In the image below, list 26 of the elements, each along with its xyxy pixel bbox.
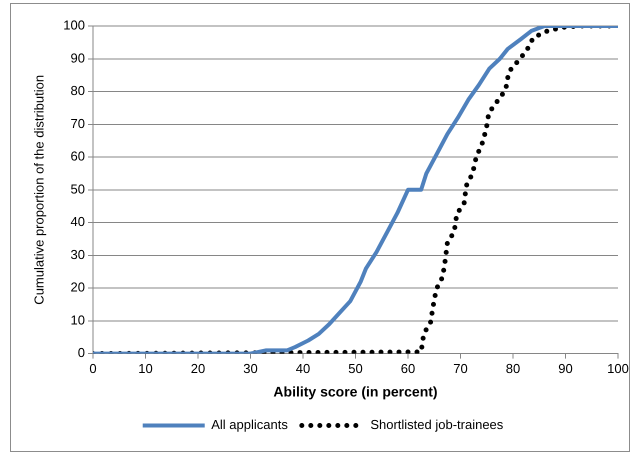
x-tick-label: 80 <box>506 360 520 376</box>
legend-label: Shortlisted job-trainees <box>370 417 504 432</box>
x-tick-label: 30 <box>243 360 258 376</box>
legend-label: All applicants <box>211 417 288 432</box>
x-tick-label: 90 <box>558 360 573 376</box>
x-axis-title: Ability score (in percent) <box>273 383 438 400</box>
x-tick-label: 50 <box>348 360 363 376</box>
x-tick-label: 40 <box>296 360 310 376</box>
x-tick-label: 100 <box>607 360 629 376</box>
x-tick-label: 20 <box>190 360 206 376</box>
y-tick-label: 80 <box>70 83 85 98</box>
x-tick-label: 60 <box>400 360 416 376</box>
y-tick-label: 60 <box>70 148 85 164</box>
y-axis-title: Cumulative proportion of the distribution <box>31 74 46 305</box>
y-tick-label: 40 <box>70 214 85 230</box>
y-tick-label: 10 <box>70 312 85 328</box>
y-tick-label: 30 <box>70 246 85 262</box>
y-tick-label: 20 <box>70 280 85 295</box>
y-tick-label: 100 <box>63 18 85 33</box>
y-tick-label: 0 <box>78 345 85 360</box>
y-tick-label: 50 <box>70 181 85 196</box>
y-tick-label: 90 <box>70 50 85 66</box>
x-tick-label: 10 <box>138 360 153 376</box>
x-tick-label: 0 <box>89 360 97 376</box>
x-tick-label: 70 <box>453 360 468 376</box>
y-tick-label: 70 <box>70 116 85 131</box>
